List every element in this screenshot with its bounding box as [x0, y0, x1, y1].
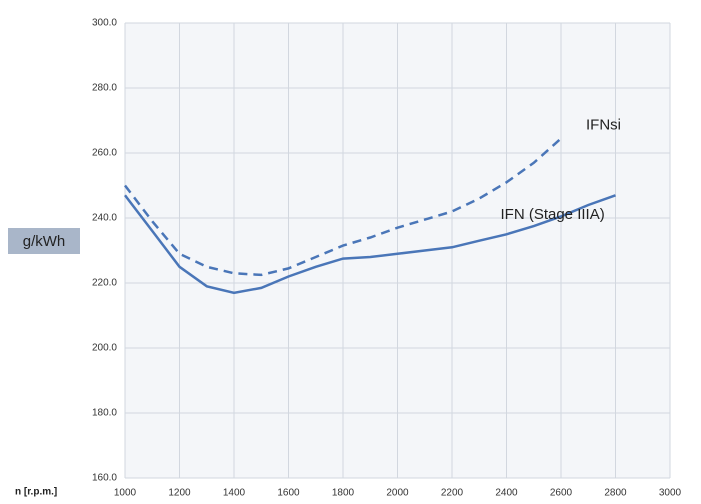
x-tick-label: 2000 — [386, 488, 409, 499]
x-tick-label: 2400 — [495, 488, 518, 499]
y-tick-label: 300.0 — [92, 18, 117, 29]
y-tick-label: 200.0 — [92, 343, 117, 354]
y-tick-label: 180.0 — [92, 408, 117, 419]
series-label: IFN (Stage IIIA) — [501, 206, 605, 223]
y-tick-label: 260.0 — [92, 148, 117, 159]
series-label: IFNsi — [586, 116, 621, 133]
x-tick-label: 1800 — [332, 488, 355, 499]
x-tick-label: 1400 — [223, 488, 246, 499]
x-tick-label: 1200 — [168, 488, 191, 499]
x-tick-label: 2800 — [604, 488, 627, 499]
x-axis-label: n [r.p.m.] — [15, 487, 57, 498]
x-tick-label: 1600 — [277, 488, 300, 499]
y-label-box — [8, 228, 80, 254]
x-tick-label: 1000 — [114, 488, 137, 499]
y-tick-label: 160.0 — [92, 473, 117, 484]
x-tick-label: 3000 — [659, 488, 682, 499]
y-tick-label: 240.0 — [92, 213, 117, 224]
line — [124, 137, 562, 277]
x-tick-label: 2200 — [441, 488, 464, 499]
y-axis-label: g/kWh — [23, 233, 66, 250]
y-tick-label: 280.0 — [92, 83, 117, 94]
y-tick-label: 220.0 — [92, 278, 117, 289]
x-tick-label: 2600 — [550, 488, 573, 499]
line — [124, 194, 616, 295]
